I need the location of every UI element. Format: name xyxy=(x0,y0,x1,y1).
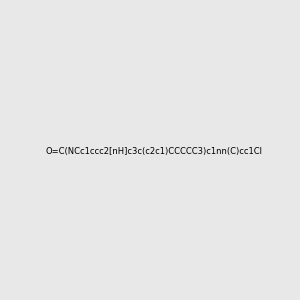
Text: O=C(NCc1ccc2[nH]c3c(c2c1)CCCCC3)c1nn(C)cc1Cl: O=C(NCc1ccc2[nH]c3c(c2c1)CCCCC3)c1nn(C)c… xyxy=(45,147,262,156)
